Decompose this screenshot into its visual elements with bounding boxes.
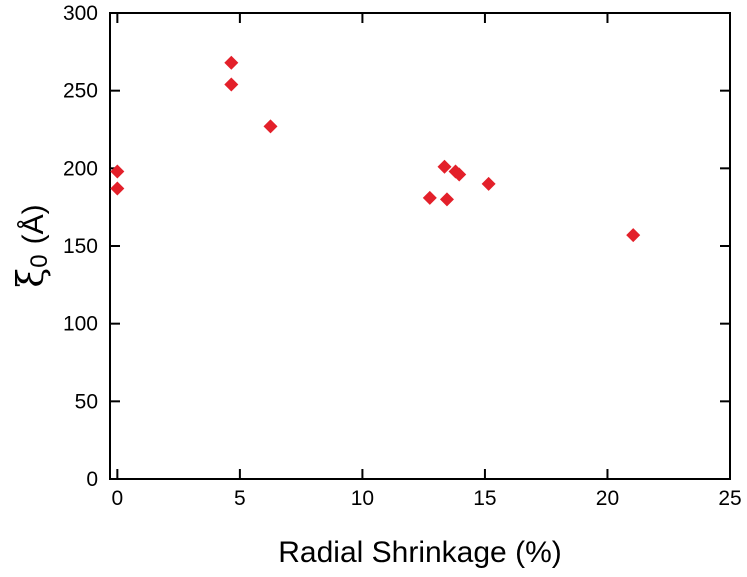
plot-frame	[109, 12, 731, 480]
y-axis-unit: (Å)	[17, 204, 50, 244]
data-point-10	[481, 176, 496, 191]
axis-ticks	[110, 12, 731, 480]
data-point-9	[452, 167, 467, 182]
y-tick-label-5: 250	[63, 80, 98, 103]
data-point-3	[224, 77, 239, 92]
x-tick-label-5: 25	[718, 487, 741, 510]
data-point-2	[224, 55, 239, 70]
data-point-11	[626, 228, 641, 243]
x-axis-title: Radial Shrinkage (%)	[278, 536, 561, 569]
y-tick-label-3: 150	[63, 235, 98, 258]
y-tick-label-1: 50	[75, 390, 98, 413]
y-tick-label-6: 300	[63, 2, 98, 25]
y-axis-symbol: ξ	[11, 268, 52, 288]
data-point-1	[110, 181, 125, 196]
y-axis-title: ξ0 (Å)	[11, 204, 53, 287]
x-tick-label-3: 15	[473, 487, 496, 510]
y-tick-label-0: 0	[86, 468, 98, 491]
data-point-4	[263, 119, 278, 134]
data-point-0	[110, 164, 125, 179]
y-tick-label-2: 100	[63, 313, 98, 336]
x-tick-label-1: 5	[234, 487, 246, 510]
data-point-7	[439, 192, 454, 207]
data-points	[110, 55, 641, 243]
x-tick-label-2: 10	[351, 487, 374, 510]
svg-text:ξ0(Å): ξ0 (Å)	[11, 204, 53, 287]
y-tick-label-4: 200	[63, 157, 98, 180]
data-point-6	[437, 159, 452, 174]
data-point-5	[422, 190, 437, 205]
x-tick-label-0: 0	[112, 487, 124, 510]
x-tick-label-4: 20	[596, 487, 619, 510]
y-axis-subscript: 0	[26, 254, 53, 267]
